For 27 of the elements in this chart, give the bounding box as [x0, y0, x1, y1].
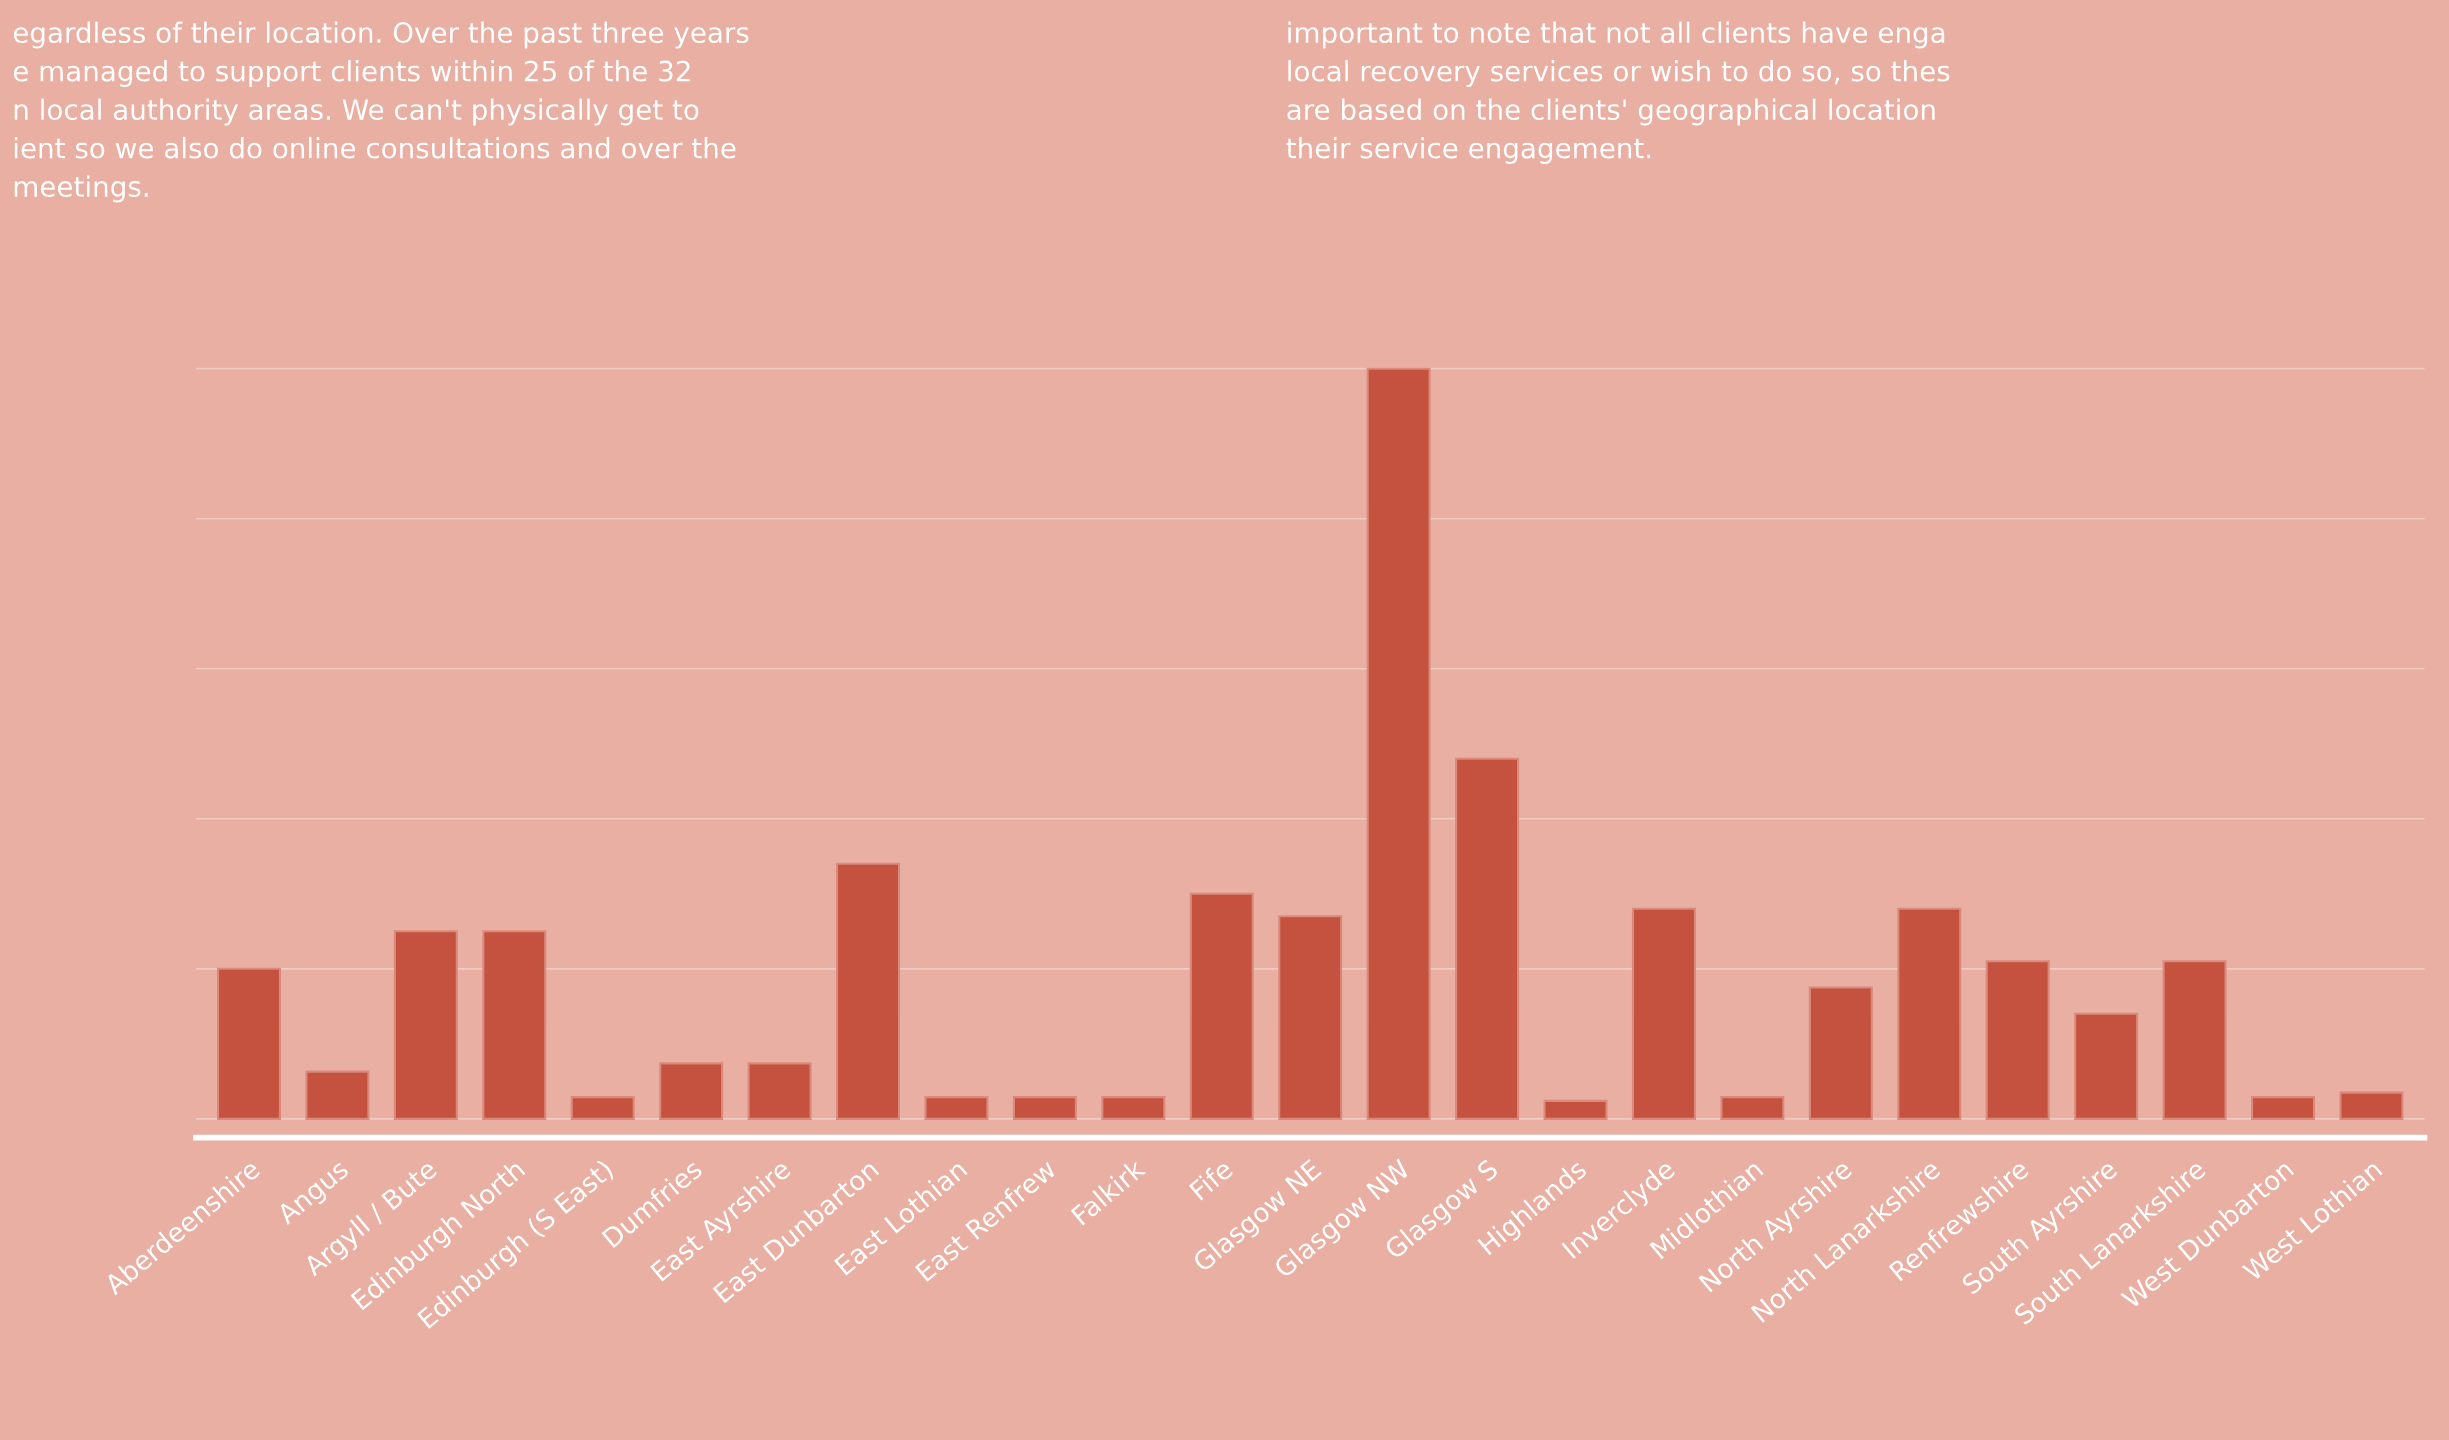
- bar: [836, 862, 901, 1120]
- bar: [2251, 1096, 2315, 1120]
- bar: [216, 967, 281, 1120]
- bar: [1985, 960, 2050, 1120]
- bar: [1808, 986, 1873, 1120]
- bar: [482, 930, 547, 1120]
- bar: [924, 1096, 989, 1120]
- text: important to note that not all clients have enga local recovery services or wish to do so, so thes are based on the clients' geographical location their service engagement.: [1286, 21, 1950, 164]
- bar: [747, 1062, 812, 1120]
- bar: [1543, 1099, 1608, 1120]
- bar: [1101, 1096, 1166, 1120]
- bar: [1278, 915, 1343, 1120]
- bar: [659, 1062, 724, 1120]
- bar: [1366, 367, 1431, 1120]
- bar: [1897, 907, 1962, 1120]
- bar: [1455, 757, 1520, 1120]
- bar: [2162, 960, 2227, 1120]
- bar: [570, 1096, 635, 1120]
- bar: [1631, 907, 1696, 1120]
- bar: [1012, 1096, 1077, 1120]
- bar: [2074, 1012, 2139, 1120]
- bar: [2339, 1091, 2404, 1120]
- bar: [393, 930, 458, 1120]
- bar: [1189, 892, 1254, 1120]
- text: egardless of their location. Over the past three years e managed to support clients within 25 of the 32 n local authority areas. We can't physically get to ient so we also do online consultations and over the meetings.: [13, 21, 749, 203]
- bar: [305, 1070, 370, 1120]
- bar: [1720, 1096, 1785, 1120]
